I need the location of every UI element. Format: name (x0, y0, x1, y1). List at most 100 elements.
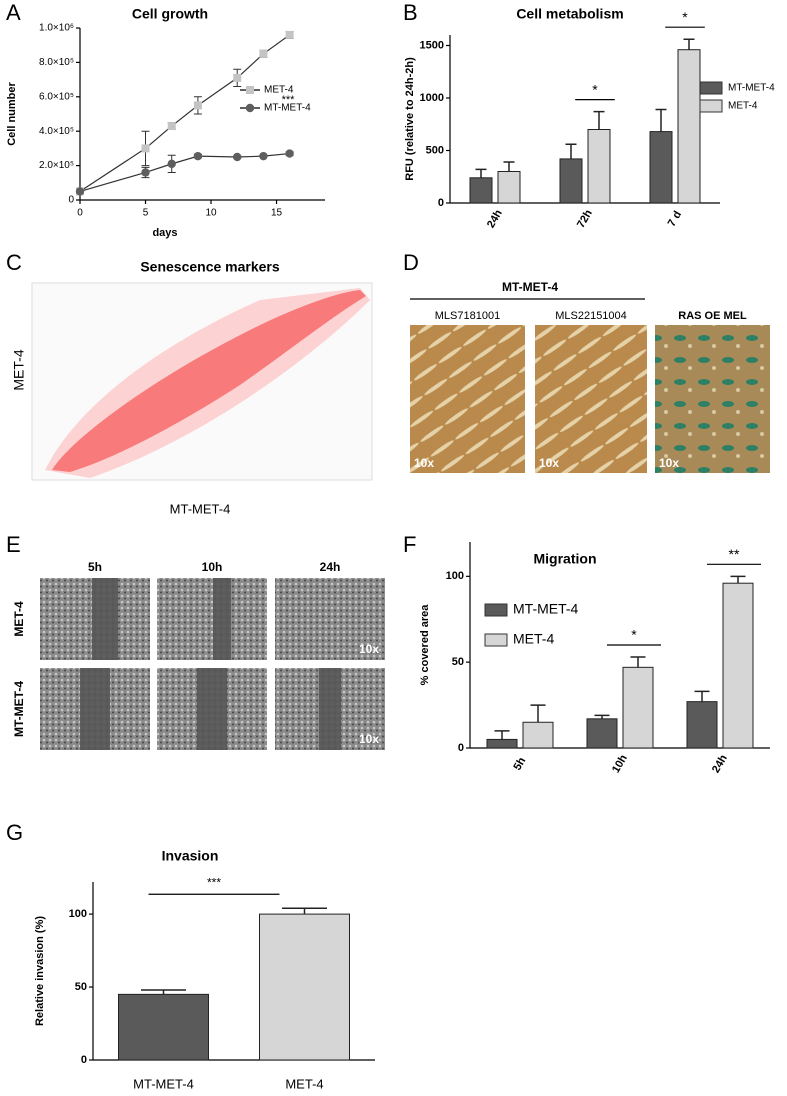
column-label: 5h (88, 560, 102, 574)
error-bar (141, 989, 186, 995)
y-tick-label: 0 (438, 197, 444, 209)
marker (246, 86, 254, 94)
marker (167, 159, 176, 169)
magnification: 10x (539, 456, 559, 470)
x-tick-label: MT-MET-4 (133, 1076, 194, 1091)
significance-label: * (592, 81, 598, 97)
panel-title: Senescence markers (140, 259, 280, 275)
error-bar (593, 110, 605, 130)
error-bar (530, 704, 546, 723)
row-label: MT-MET-4 (12, 681, 26, 737)
scatter-cloud-spread (45, 288, 370, 478)
marker (259, 49, 268, 58)
panel-label: E (6, 532, 21, 557)
bar (677, 49, 701, 204)
marker (285, 149, 294, 158)
x-tick-label: 7 d (666, 209, 684, 229)
legend-label: MT-MET-4 (264, 103, 311, 114)
panel-label: A (6, 0, 21, 25)
x-tick-label: 5 (143, 208, 149, 219)
marker (193, 151, 203, 161)
x-tick-label: 10h (610, 753, 630, 776)
x-tick-label: 0 (77, 208, 83, 219)
x-tick-label: 5h (512, 755, 529, 772)
y-tick-label: 50 (452, 656, 464, 668)
bar (522, 721, 554, 749)
y-tick-label: 4.0×10⁵ (39, 126, 74, 137)
bar (722, 582, 754, 749)
y-tick-label: 8.0×10⁵ (39, 57, 74, 68)
bar (622, 666, 654, 749)
legend-label: MT-MET-4 (513, 601, 579, 617)
wound-gap (80, 668, 110, 750)
micrograph (535, 325, 647, 473)
y-tick-label: 0 (68, 195, 74, 206)
wound-gap (213, 578, 231, 660)
error-bar (282, 907, 327, 915)
chart-title: Migration (534, 551, 597, 567)
marker (167, 122, 176, 131)
y-tick-label: 100 (69, 908, 87, 920)
annotation: *** (282, 94, 296, 106)
marker (285, 30, 294, 39)
y-axis-label: Cell number (6, 82, 18, 146)
bar (259, 913, 350, 1061)
y-axis-label: % covered area (419, 604, 431, 686)
panel-label: G (6, 820, 23, 845)
error-bar (475, 168, 487, 178)
marker (233, 152, 242, 162)
y-tick-label: 500 (426, 144, 444, 156)
error-bar (565, 143, 577, 159)
legend-label: MET-4 (513, 631, 554, 647)
y-tick-label: 0 (458, 742, 464, 754)
y-tick-label: 1000 (420, 92, 444, 104)
chart-title: Cell growth (132, 6, 208, 22)
marker (233, 73, 242, 82)
micrograph (410, 325, 525, 473)
legend-swatch (484, 603, 508, 617)
y-axis-label: Relative invasion (%) (34, 916, 46, 1026)
chart-title: Cell metabolism (516, 6, 623, 22)
bar (118, 993, 209, 1061)
marker (193, 101, 202, 110)
wound-image (275, 578, 385, 660)
legend-swatch (699, 99, 723, 113)
error-bar (694, 690, 710, 702)
x-tick-label: 24h (710, 753, 730, 776)
bar (559, 158, 583, 204)
y-tick-label: 2.0×10⁵ (39, 160, 74, 171)
significance-label: * (631, 627, 637, 643)
scatter-cloud (52, 290, 366, 472)
wound-image (157, 578, 267, 660)
chart-title: Invasion (162, 848, 219, 864)
y-tick-label: 1.0×10⁶ (39, 23, 74, 34)
y-axis-label: MET-4 (11, 349, 27, 390)
error-bar (683, 38, 695, 50)
bar (649, 131, 673, 204)
group-label: MT-MET-4 (502, 280, 558, 294)
panel-label: C (6, 250, 22, 275)
column-label: RAS OE MEL (678, 310, 747, 322)
bar (586, 718, 618, 749)
error-bar (730, 575, 746, 584)
y-tick-label: 0 (81, 1054, 87, 1066)
series-line (79, 152, 290, 192)
significance-label: * (682, 9, 688, 25)
legend-swatch (484, 633, 508, 647)
bar (469, 177, 493, 204)
x-tick-label: 24h (485, 208, 505, 231)
series-line (79, 34, 290, 192)
significance-label: *** (207, 875, 221, 889)
magnification: 10x (359, 642, 379, 656)
bar (686, 701, 718, 749)
marker (141, 144, 150, 153)
wound-gap (197, 668, 227, 750)
magnification: 10x (359, 732, 379, 746)
legend-swatch (699, 81, 723, 95)
legend-label: MET-4 (728, 101, 758, 112)
error-bar (655, 108, 667, 132)
x-axis-label: MT-MET-4 (170, 501, 231, 516)
bar (497, 171, 521, 204)
error-bar (494, 730, 510, 740)
